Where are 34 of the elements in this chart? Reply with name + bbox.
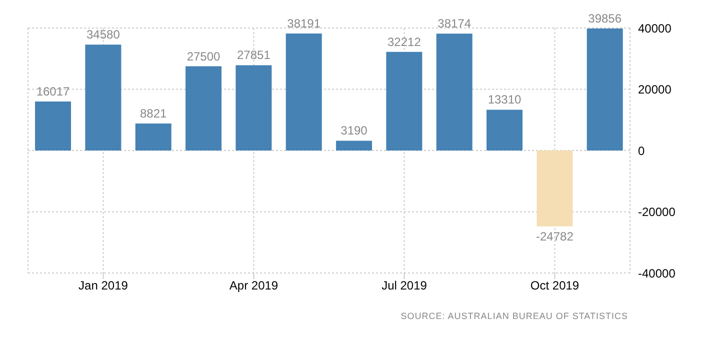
data-label: 16017 bbox=[36, 84, 70, 98]
bar bbox=[386, 52, 422, 150]
x-tick-label: Apr 2019 bbox=[229, 278, 278, 293]
bar bbox=[586, 28, 623, 150]
data-label: 32212 bbox=[388, 34, 422, 49]
y-tick-label: 20000 bbox=[638, 82, 672, 97]
bar bbox=[236, 65, 272, 150]
x-tick-label: Oct 2019 bbox=[530, 278, 580, 293]
bar bbox=[436, 34, 472, 150]
bar bbox=[35, 101, 72, 150]
data-label: 34580 bbox=[86, 28, 120, 42]
y-tick-label: 40000 bbox=[638, 21, 672, 36]
data-label: -24782 bbox=[536, 229, 574, 244]
x-tick-label: Jul 2019 bbox=[382, 278, 428, 293]
y-tick-label: 0 bbox=[638, 144, 645, 158]
data-label: 39856 bbox=[588, 11, 622, 26]
data-label: 38191 bbox=[287, 16, 321, 31]
data-label: 8821 bbox=[140, 106, 168, 120]
bar bbox=[536, 150, 573, 226]
y-tick-label: -20000 bbox=[638, 205, 676, 220]
x-tick-label: Jan 2019 bbox=[78, 278, 128, 293]
data-label: 27851 bbox=[237, 48, 271, 62]
bar bbox=[85, 44, 122, 150]
bar bbox=[186, 66, 222, 150]
y-tick-label: -40000 bbox=[638, 266, 676, 280]
data-label: 38174 bbox=[438, 16, 472, 31]
bar bbox=[336, 140, 372, 150]
bar bbox=[286, 34, 322, 150]
data-label: 27500 bbox=[186, 49, 221, 64]
data-label: 13310 bbox=[488, 92, 522, 107]
source-note: SOURCE: AUSTRALIAN BUREAU OF STATISTICS bbox=[400, 311, 628, 321]
bar bbox=[486, 110, 523, 150]
data-label: 3190 bbox=[340, 124, 368, 138]
bar bbox=[135, 123, 172, 150]
